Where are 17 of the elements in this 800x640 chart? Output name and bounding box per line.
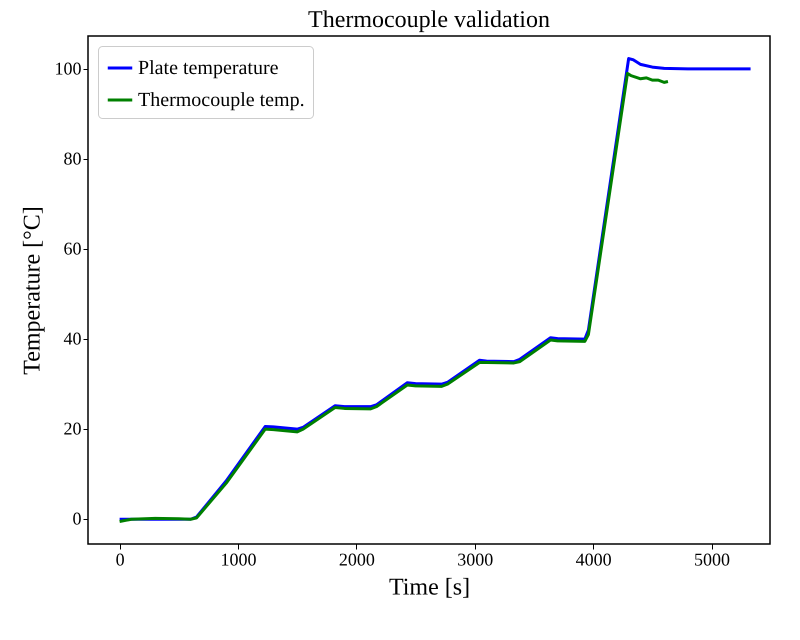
y-axis-title: Temperature [°C] [20, 206, 46, 375]
x-tick-label: 5000 [694, 550, 730, 570]
y-tick-label: 60 [64, 238, 82, 259]
x-tick-label: 1000 [220, 550, 256, 570]
legend-label: Plate temperature [138, 57, 279, 79]
legend-label: Thermocouple temp. [138, 89, 305, 111]
chart-title: Thermocouple validation [308, 7, 550, 33]
x-tick-label: 2000 [338, 550, 375, 570]
x-axis-title: Time [s] [388, 574, 470, 600]
x-tick-label: 3000 [457, 550, 494, 570]
y-tick-label: 0 [72, 508, 82, 529]
y-tick-label: 40 [64, 328, 82, 349]
y-tick-label: 100 [54, 58, 82, 78]
y-tick-label: 20 [64, 418, 82, 439]
x-tick-label: 4000 [576, 550, 612, 570]
x-tick-label: 0 [116, 550, 125, 570]
y-tick-label: 80 [64, 148, 82, 168]
